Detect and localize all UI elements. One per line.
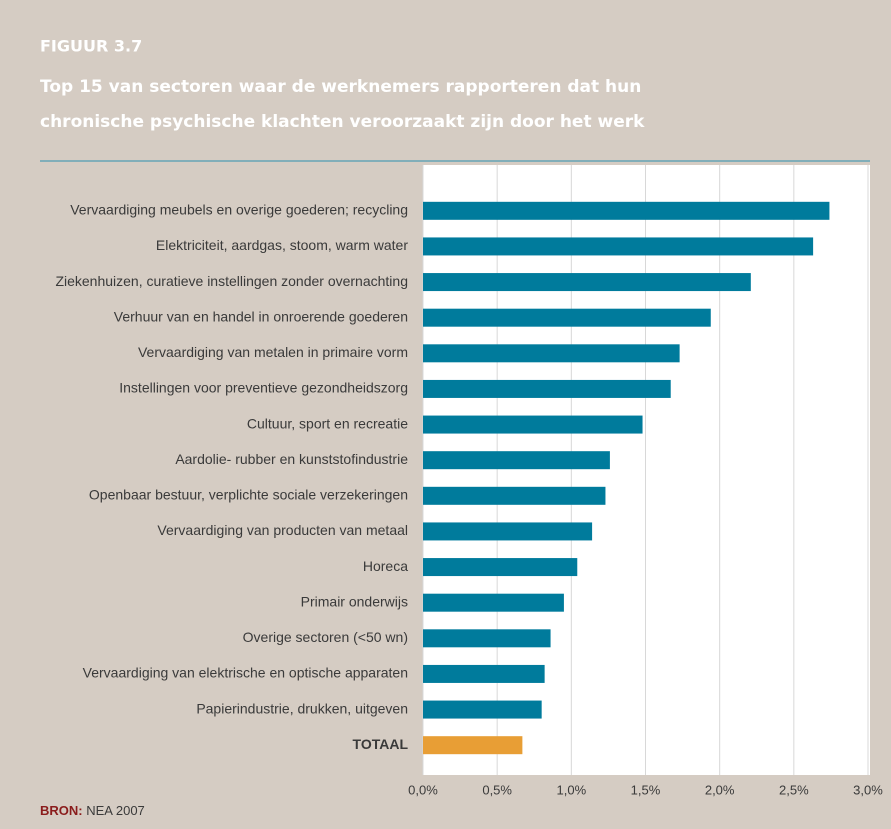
bar: [423, 415, 643, 434]
chart-title: chronische psychische klachten veroorzaa…: [40, 112, 645, 132]
category-label: Vervaardiging van metalen in primaire vo…: [138, 344, 408, 360]
x-tick-label: 1,0%: [557, 782, 587, 797]
category-label: Vervaardiging van elektrische en optisch…: [83, 665, 408, 681]
category-label: Ziekenhuizen, curatieve instellingen zon…: [55, 273, 408, 289]
source-label: BRON:: [40, 803, 83, 818]
bar: [423, 308, 711, 327]
x-tick-label: 1,5%: [631, 782, 661, 797]
bar: [423, 593, 564, 612]
bar: [423, 522, 593, 541]
bar: [423, 451, 610, 470]
bar: [423, 558, 578, 577]
source: BRON: NEA 2007: [40, 803, 145, 818]
bar: [423, 237, 814, 256]
category-label: Openbaar bestuur, verplichte sociale ver…: [89, 487, 408, 503]
x-tick-label: 3,0%: [853, 782, 883, 797]
figure-label: FIGUUR 3.7: [40, 37, 142, 56]
x-tick-label: 2,5%: [779, 782, 809, 797]
category-label: Verhuur van en handel in onroerende goed…: [114, 308, 408, 324]
category-label: Horeca: [363, 558, 408, 574]
bar: [423, 664, 545, 683]
x-tick-label: 2,0%: [705, 782, 735, 797]
category-label: Instellingen voor preventieve gezondheid…: [119, 380, 408, 396]
bar: [423, 629, 551, 648]
source-text: NEA 2007: [86, 803, 145, 818]
bar: [423, 201, 830, 220]
category-label: Elektriciteit, aardgas, stoom, warm wate…: [156, 237, 408, 253]
category-label: Aardolie- rubber en kunststofindustrie: [175, 451, 408, 467]
plot-area: [423, 165, 870, 775]
category-label: Vervaardiging van producten van metaal: [157, 522, 408, 538]
bar: [423, 344, 680, 363]
category-label: Primair onderwijs: [301, 593, 408, 609]
bar: [423, 486, 606, 505]
category-label: TOTAAL: [353, 736, 409, 752]
chart-title: Top 15 van sectoren waar de werknemers r…: [40, 77, 641, 97]
category-label: Vervaardiging meubels en overige goedere…: [70, 202, 408, 218]
bar: [423, 700, 542, 719]
bar: [423, 736, 523, 755]
bar: [423, 379, 671, 398]
category-label: Cultuur, sport en recreatie: [247, 415, 408, 431]
bar: [423, 273, 751, 292]
category-label: Papierindustrie, drukken, uitgeven: [196, 700, 408, 716]
x-tick-label: 0,0%: [408, 782, 438, 797]
x-tick-label: 0,5%: [482, 782, 512, 797]
category-label: Overige sectoren (<50 wn): [243, 629, 408, 645]
